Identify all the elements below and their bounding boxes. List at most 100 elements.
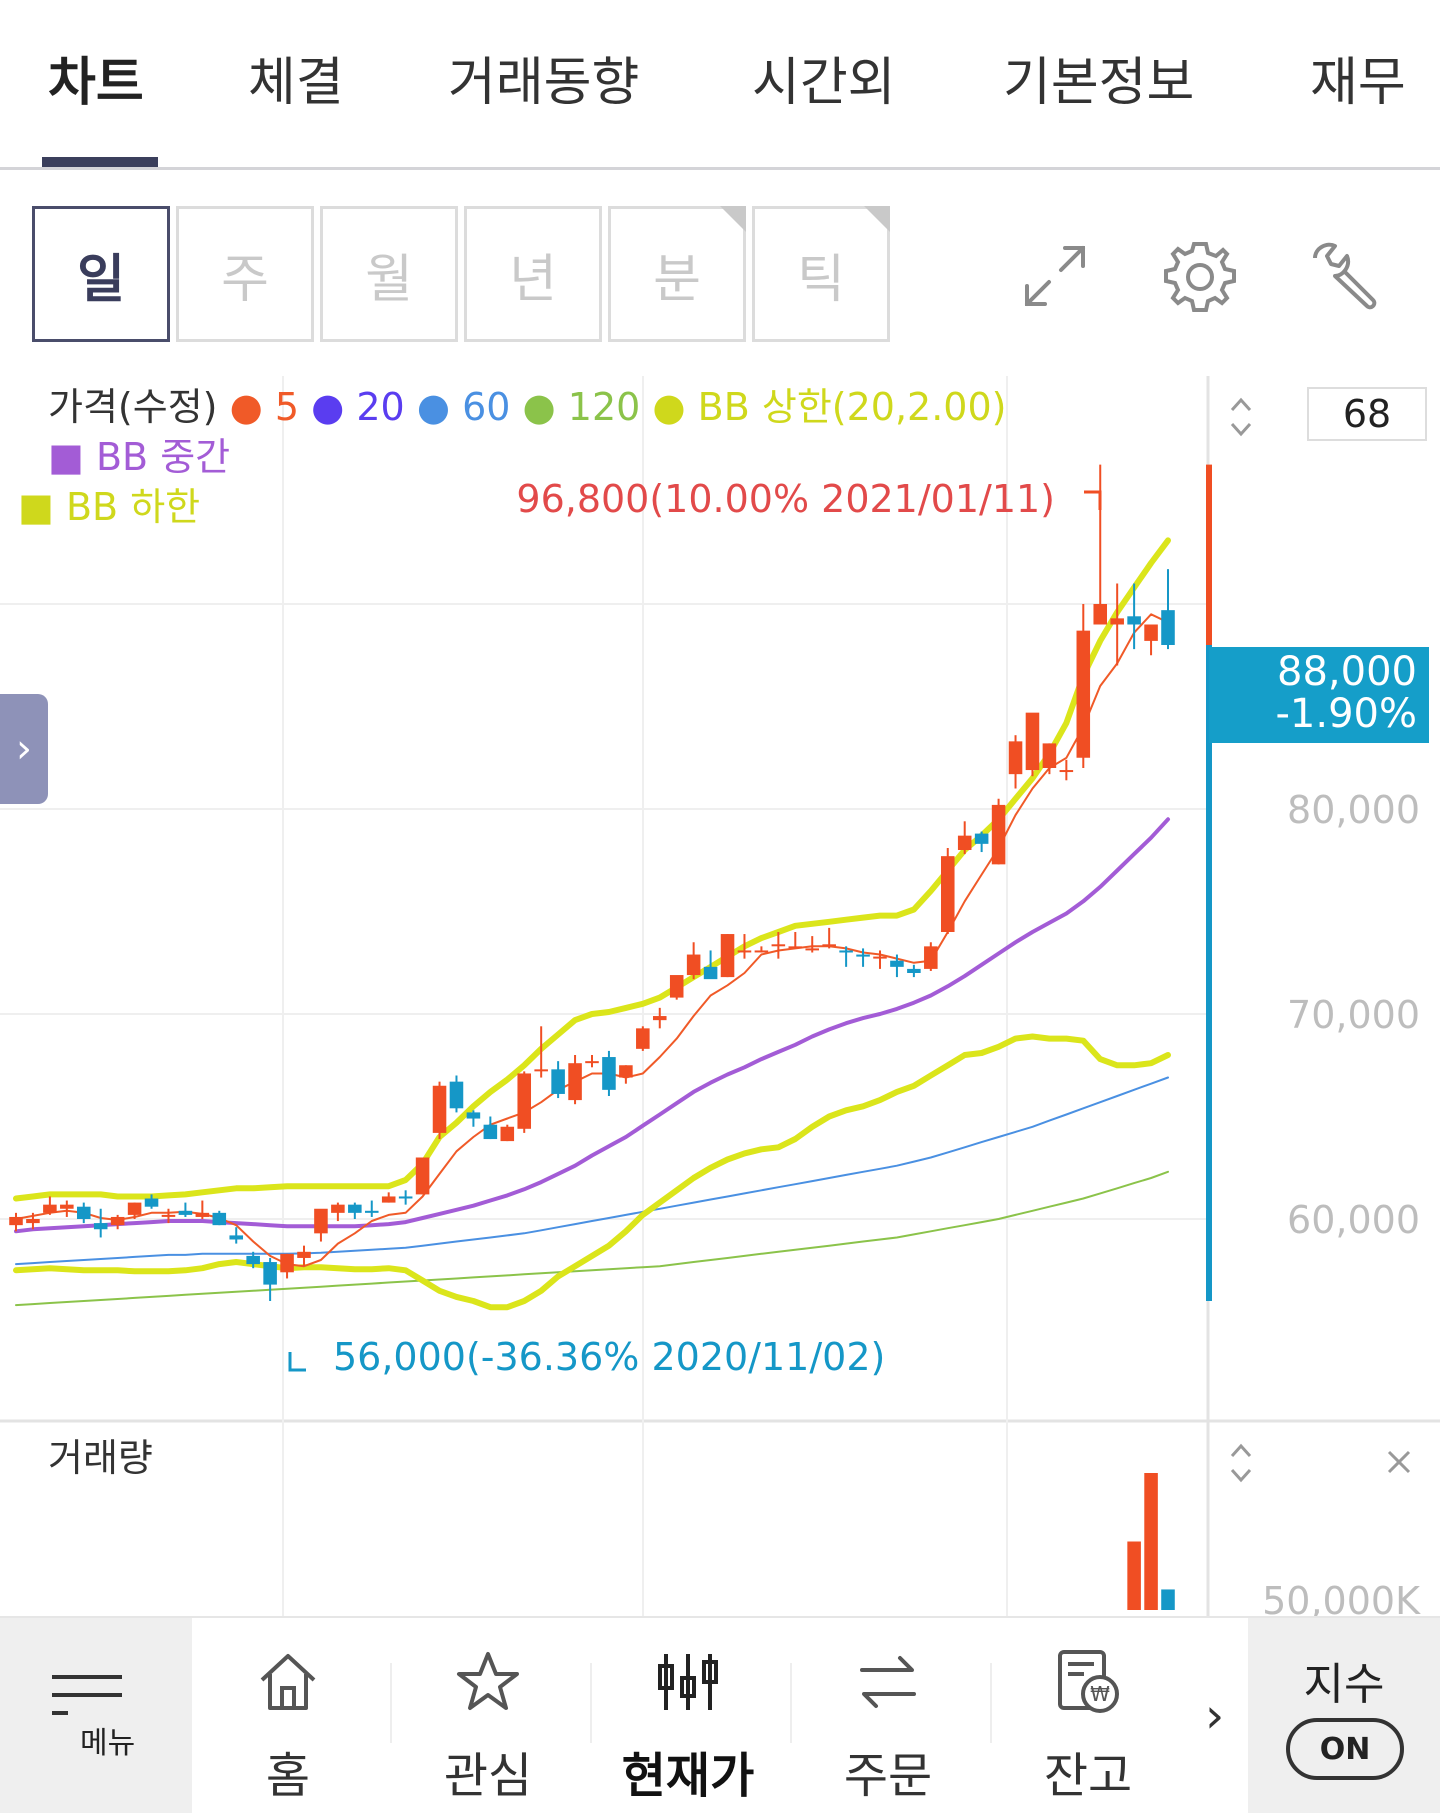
volume-bar: [1144, 1473, 1158, 1610]
legend-bb-upper: ● BB 상한(20,2.00): [652, 385, 1007, 429]
candle-body: [669, 975, 684, 998]
candle-body: [500, 1126, 515, 1142]
candle-body: [737, 950, 752, 953]
tab-trades[interactable]: 체결: [248, 53, 344, 113]
tab-after-hours[interactable]: 시간외: [752, 53, 896, 113]
period-month-button[interactable]: 월: [320, 206, 458, 342]
candle-body: [43, 1204, 57, 1213]
period-year-button[interactable]: 년: [464, 206, 602, 342]
price-chart[interactable]: 80,000 70,000 60,000 96,800(10.00% 2021/01/…: [0, 376, 1440, 1616]
chevron-right-icon: ›: [16, 726, 32, 772]
period-tick-label: 틱: [797, 249, 845, 310]
nav-home-label: 홈: [265, 1748, 311, 1804]
ma5-line: [15, 613, 1169, 1268]
candle-body: [856, 954, 870, 957]
candle-body: [652, 1016, 667, 1021]
period-day-button[interactable]: 일: [32, 206, 170, 342]
candle-body: [1076, 630, 1091, 758]
nav-divider: [790, 1663, 792, 1743]
legend-ma20-label: 20: [356, 385, 405, 429]
candle-body: [907, 968, 921, 973]
candle-body: [60, 1204, 74, 1209]
candle-body: [619, 1065, 633, 1078]
nav-current-price-label: 현재가: [621, 1748, 755, 1804]
tab-basic-info[interactable]: 기본정보: [1003, 53, 1195, 113]
nav-home[interactable]: 홈: [193, 1618, 383, 1813]
wrench-icon[interactable]: [1305, 236, 1385, 316]
period-minute-label: 분: [653, 249, 701, 310]
tab-trading-trends[interactable]: 거래동향: [448, 53, 640, 113]
legend-ma120: ● 120: [522, 385, 641, 429]
candle-body: [161, 1214, 176, 1217]
candle-body: [26, 1219, 40, 1224]
legend-ma20: ● 20: [311, 385, 405, 429]
side-panel-handle[interactable]: ›: [0, 694, 48, 804]
nav-watchlist[interactable]: 관심: [393, 1618, 583, 1813]
legend-bb-lower-label: BB 하한: [65, 485, 201, 529]
candle-body: [974, 833, 989, 844]
candle-body: [1110, 618, 1124, 625]
price-range-down-bar: [1206, 645, 1212, 1301]
candles-icon: [658, 1654, 718, 1710]
legend-bb-upper-label: BB 상한(20,2.00): [697, 385, 1007, 429]
close-volume-icon[interactable]: [1385, 1448, 1413, 1476]
candle-body: [449, 1081, 464, 1109]
candle-body: [195, 1212, 210, 1217]
candle-body: [1093, 604, 1108, 625]
candle-body: [297, 1251, 311, 1258]
candle-body: [398, 1196, 413, 1199]
price-range-up-bar: [1206, 464, 1212, 645]
candle-body: [788, 946, 803, 949]
nav-current-price[interactable]: 현재가: [593, 1618, 783, 1813]
hamburger-icon: [52, 1675, 122, 1715]
menu-button[interactable]: 메뉴: [0, 1618, 192, 1813]
candle-body: [924, 946, 938, 969]
volume-tick-label: 50,000K: [1262, 1579, 1421, 1616]
index-on-toggle[interactable]: ON: [1286, 1718, 1404, 1780]
min-marker-arrow: [288, 1352, 306, 1372]
legend-ma120-label: 120: [567, 385, 641, 429]
chart-legend: 가격(수정) ● 5 ● 20 ● 60 ● 120 ● BB 상한(20,2.…: [18, 382, 1198, 532]
period-week-button[interactable]: 주: [176, 206, 314, 342]
candle-body: [822, 944, 836, 947]
tab-financials[interactable]: 재무: [1310, 53, 1406, 113]
star-icon: [457, 1652, 519, 1710]
candle-body: [280, 1253, 294, 1273]
candle-body: [873, 956, 887, 959]
candle-body: [602, 1057, 616, 1090]
candle-body: [551, 1069, 565, 1094]
nav-order[interactable]: 주문: [793, 1618, 983, 1813]
nav-more-chevron-icon[interactable]: ›: [1205, 1688, 1225, 1744]
dropdown-corner-icon: [720, 206, 746, 232]
bottom-nav: 메뉴 홈 관심 현재가 주문: [0, 1616, 1440, 1813]
bb-upper-line: [13, 537, 1171, 1202]
ma60-line: [15, 1076, 1169, 1266]
volume-updown-icon[interactable]: [1228, 1440, 1254, 1486]
candle-body: [720, 934, 735, 978]
tab-chart[interactable]: 차트: [48, 53, 144, 113]
candle-count-input[interactable]: 68: [1307, 387, 1427, 441]
candle-body: [9, 1216, 23, 1226]
active-tab-indicator: [42, 157, 158, 167]
period-minute-button[interactable]: 분: [608, 206, 746, 342]
nav-balance[interactable]: ₩ 잔고: [993, 1618, 1183, 1813]
candle-body: [754, 950, 769, 953]
candle-body: [1144, 624, 1158, 641]
bb-lower-line: [13, 1033, 1171, 1311]
candle-body: [839, 950, 853, 953]
max-marker-arrow: [1084, 490, 1102, 510]
candle-body: [144, 1198, 159, 1207]
gear-icon[interactable]: [1160, 236, 1240, 316]
legend-ma60-label: 60: [462, 385, 511, 429]
candle-body: [178, 1210, 193, 1215]
menu-label: 메뉴: [80, 1726, 136, 1761]
period-tick-button[interactable]: 틱: [752, 206, 890, 342]
candle-body: [686, 954, 701, 976]
volume-bar: [1127, 1541, 1141, 1610]
candle-body: [110, 1216, 125, 1226]
min-price-annotation: 56,000(-36.36% 2020/11/02): [333, 1335, 885, 1379]
candle-body: [483, 1124, 498, 1140]
y-tick-label: 70,000: [1287, 993, 1420, 1037]
expand-icon[interactable]: [1015, 236, 1095, 316]
updown-icon[interactable]: [1228, 394, 1254, 440]
